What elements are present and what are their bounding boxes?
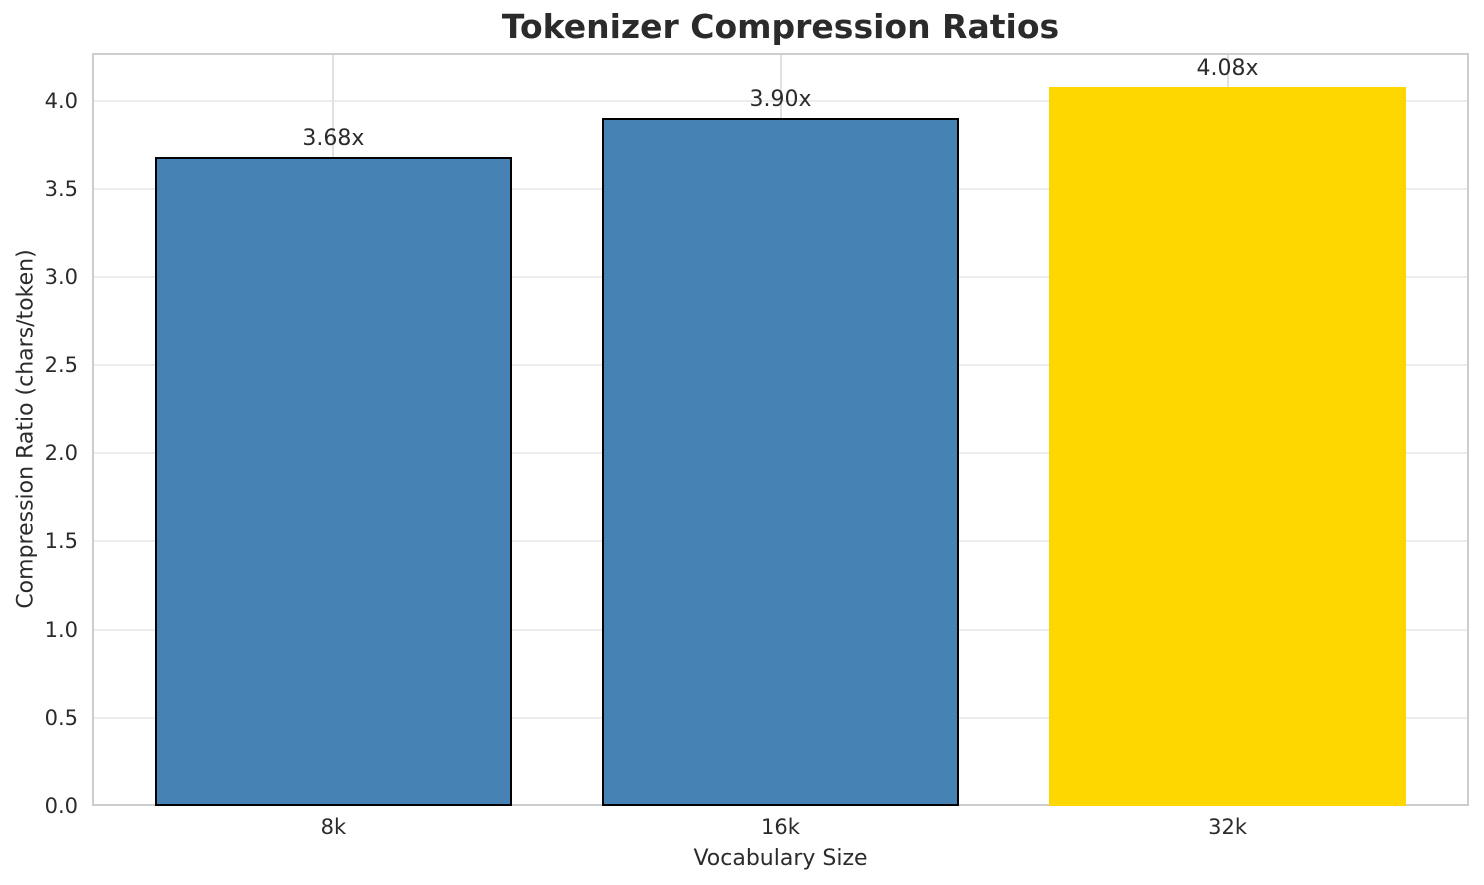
y-axis-label: Compression Ratio (chars/token) (13, 249, 39, 609)
bar-value-label: 3.90x (749, 87, 812, 113)
x-tick-label: 32k (1208, 815, 1247, 839)
bar-value-label: 3.68x (302, 126, 365, 152)
y-tick-label: 4.0 (44, 88, 78, 113)
x-tick-label: 8k (320, 815, 347, 839)
bar-value-label: 4.08x (1196, 55, 1259, 81)
y-tick-label: 3.5 (44, 176, 78, 201)
bar-16k (601, 118, 960, 806)
y-tick-label: 1.5 (44, 529, 78, 554)
y-tick-label: 2.5 (44, 353, 78, 378)
bar-8k (154, 157, 513, 806)
y-tick-label: 0.5 (44, 705, 78, 730)
bar-32k (1048, 86, 1407, 806)
plot-area: 3.68x 3.90x 4.08x (92, 53, 1469, 806)
y-tick-label: 0.0 (44, 794, 78, 818)
y-tick-label: 2.0 (44, 441, 78, 466)
x-axis-label: Vocabulary Size (693, 846, 868, 871)
x-tick-label: 16k (761, 815, 800, 839)
y-tick-label: 3.0 (44, 264, 78, 289)
chart-title: Tokenizer Compression Ratios (501, 7, 1060, 46)
y-tick-label: 1.0 (44, 617, 78, 642)
